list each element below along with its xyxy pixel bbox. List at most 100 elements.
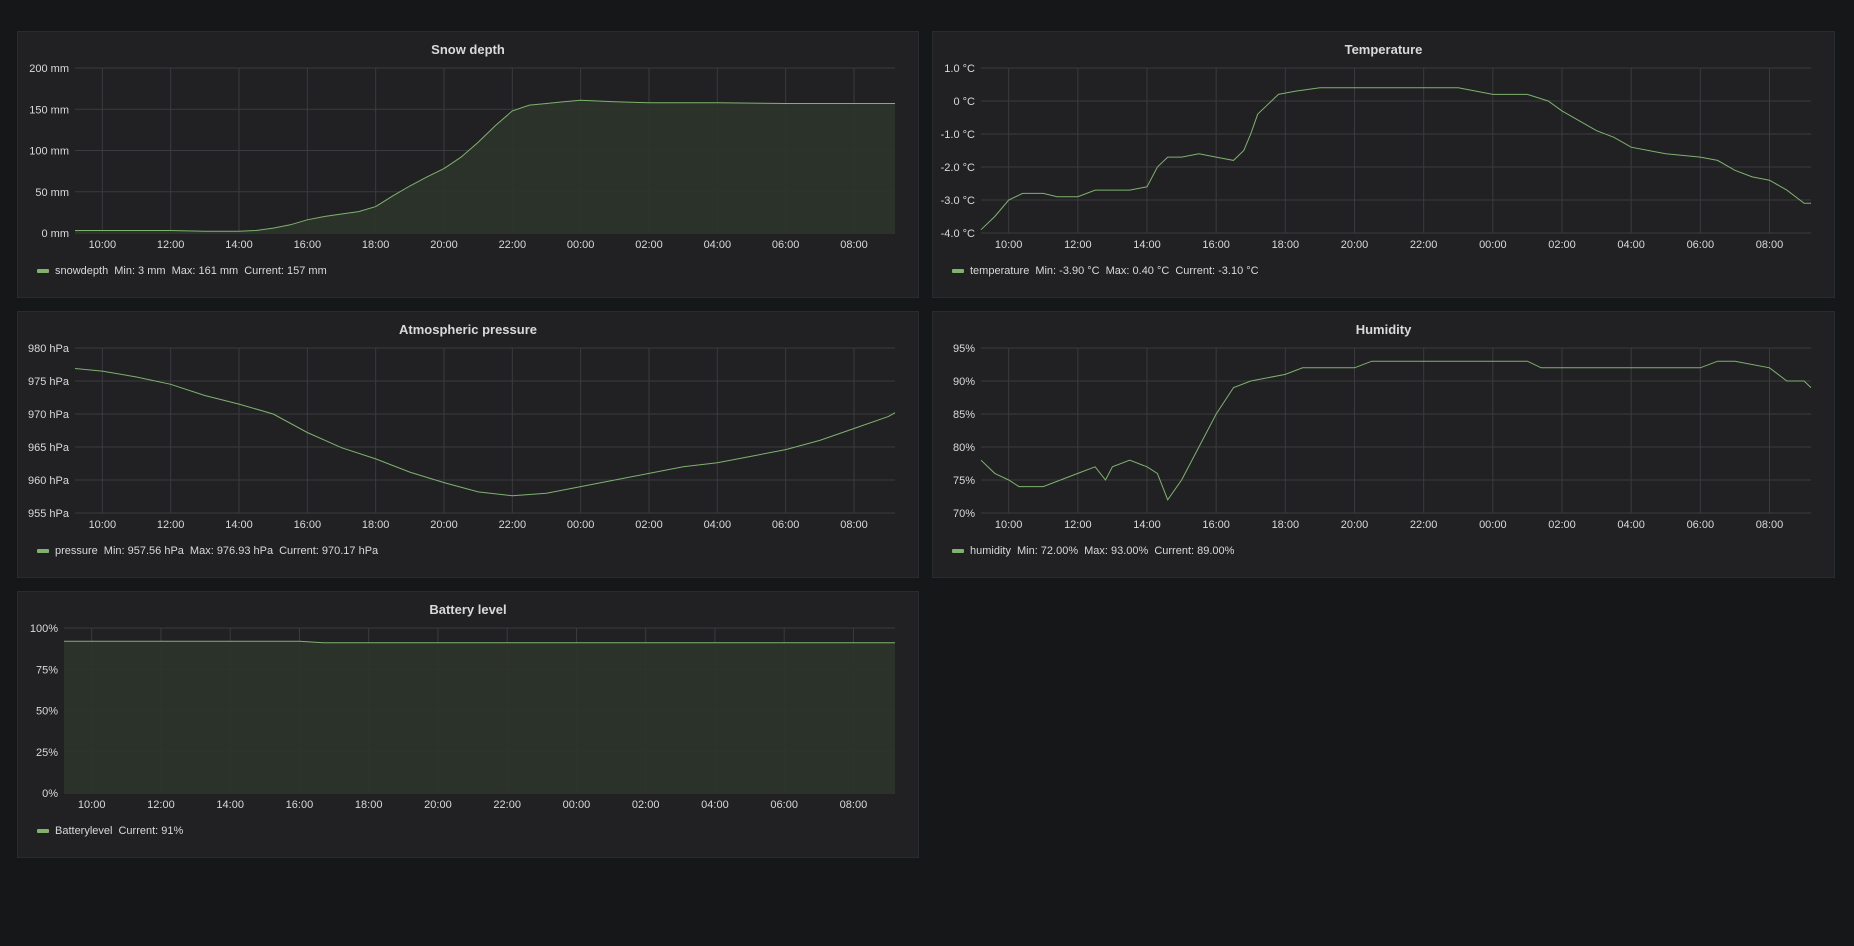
x-tick-label: 18:00 [1272, 239, 1300, 251]
series-line-humidity [980, 360, 1812, 501]
legend: pressure Min: 957.56 hPa Max: 976.93 hPa… [37, 545, 384, 557]
x-tick-label: 16:00 [294, 239, 322, 251]
y-tick-label: 70% [953, 508, 975, 520]
series-line-Batterylevel [64, 640, 895, 644]
chart-battery: 100% 75% 50% 25% 0% 10:00 12:00 14:00 16:00 18:00… [30, 623, 895, 811]
legend-series-name[interactable]: temperature [970, 265, 1030, 277]
legend-current: Current: -3.10 °C [1175, 265, 1259, 277]
x-tick-label: 06:00 [772, 239, 800, 251]
y-tick-label: 965 hPa [28, 442, 70, 454]
legend: snowdepth Min: 3 mm Max: 161 mm Current:… [37, 265, 333, 277]
y-tick-label: 1.0 °C [944, 63, 975, 75]
series-area-snowdepth [75, 100, 895, 233]
legend-swatch [37, 829, 49, 833]
legend-swatch [37, 269, 49, 273]
x-tick-label: 02:00 [635, 519, 663, 531]
panel-battery: Battery level 100% 75% 50% 25% 0% 10:00 12:00 1… [17, 591, 919, 858]
y-tick-label: 50 mm [35, 187, 69, 199]
x-tick-label: 02:00 [1548, 519, 1576, 531]
legend-swatch [37, 549, 49, 553]
x-tick-label: 14:00 [1133, 519, 1161, 531]
x-tick-label: 06:00 [770, 799, 798, 811]
y-tick-label: 95% [953, 343, 975, 355]
panel-title[interactable]: Atmospheric pressure [399, 322, 537, 337]
panel-title[interactable]: Battery level [429, 602, 507, 617]
panel-temperature: Temperature 1.0 °C 0 °C -1.0 °C -2.0 °C -3.0… [932, 31, 1835, 298]
panel-title[interactable]: Snow depth [431, 42, 505, 57]
x-tick-label: 12:00 [157, 239, 185, 251]
x-tick-label: 02:00 [632, 799, 660, 811]
y-tick-label: 75% [36, 664, 58, 676]
x-tick-label: 22:00 [499, 519, 527, 531]
legend-series-name[interactable]: humidity [970, 545, 1011, 557]
y-tick-label: 0% [42, 788, 58, 800]
y-tick-label: 0 mm [42, 228, 70, 240]
x-tick-label: 06:00 [1687, 519, 1715, 531]
x-tick-label: 04:00 [704, 239, 732, 251]
legend-current: Current: 89.00% [1154, 545, 1235, 557]
x-tick-label: 20:00 [424, 799, 452, 811]
x-tick-label: 20:00 [1341, 519, 1369, 531]
x-tick-label: 10:00 [995, 519, 1023, 531]
x-tick-label: 04:00 [704, 519, 732, 531]
legend-series-name[interactable]: Batterylevel [55, 825, 113, 837]
x-tick-label: 04:00 [1617, 519, 1645, 531]
x-tick-label: 08:00 [840, 519, 868, 531]
x-tick-label: 08:00 [1756, 239, 1784, 251]
x-tick-label: 08:00 [840, 239, 868, 251]
x-tick-label: 00:00 [567, 239, 595, 251]
x-tick-label: 00:00 [1479, 519, 1507, 531]
x-tick-label: 20:00 [430, 519, 458, 531]
x-tick-label: 22:00 [1410, 239, 1438, 251]
x-tick-label: 12:00 [1064, 519, 1092, 531]
series-line-snowdepth [75, 99, 895, 232]
series-line-temperature [980, 87, 1811, 231]
y-tick-label: -3.0 °C [941, 195, 975, 207]
legend-max: Max: 0.40 °C [1105, 265, 1170, 277]
y-tick-label: -4.0 °C [941, 228, 975, 240]
legend-min: Min: -3.90 °C [1035, 265, 1100, 277]
x-tick-label: 04:00 [1617, 239, 1645, 251]
x-tick-label: 18:00 [362, 239, 390, 251]
legend-series-name[interactable]: pressure [55, 545, 98, 557]
x-tick-label: 08:00 [1756, 519, 1784, 531]
y-tick-label: 50% [36, 706, 58, 718]
legend-min: Min: 957.56 hPa [103, 545, 184, 557]
x-tick-label: 18:00 [355, 799, 383, 811]
x-tick-label: 00:00 [567, 519, 595, 531]
y-tick-label: 25% [36, 747, 58, 759]
legend: humidity Min: 72.00% Max: 93.00% Current… [952, 545, 1240, 557]
x-tick-label: 12:00 [1064, 239, 1092, 251]
panel-title[interactable]: Temperature [1344, 42, 1423, 57]
x-tick-label: 20:00 [430, 239, 458, 251]
series-area-Batterylevel [64, 641, 895, 793]
y-tick-label: 100% [30, 623, 58, 635]
legend-min: Min: 72.00% [1016, 545, 1079, 557]
panel-title[interactable]: Humidity [1355, 322, 1412, 337]
y-tick-label: 970 hPa [28, 409, 70, 421]
legend-max: Max: 93.00% [1084, 545, 1149, 557]
x-tick-label: 06:00 [1687, 239, 1715, 251]
y-tick-label: -1.0 °C [941, 129, 975, 141]
legend-max: Max: 976.93 hPa [189, 545, 274, 557]
legend-current: Current: 157 mm [244, 265, 327, 277]
legend-swatch [952, 269, 964, 273]
x-tick-label: 22:00 [499, 239, 527, 251]
y-tick-label: 955 hPa [28, 508, 70, 520]
y-tick-label: 150 mm [29, 104, 69, 116]
legend-series-name[interactable]: snowdepth [55, 265, 109, 277]
x-tick-label: 08:00 [840, 799, 868, 811]
legend: temperature Min: -3.90 °C Max: 0.40 °C C… [952, 265, 1265, 277]
x-tick-label: 16:00 [1202, 519, 1230, 531]
legend-current: Current: 970.17 hPa [279, 545, 379, 557]
legend-min: Min: 3 mm [114, 265, 166, 277]
y-tick-label: 200 mm [29, 63, 69, 75]
x-tick-label: 12:00 [157, 519, 185, 531]
series-line-pressure [74, 368, 896, 497]
x-tick-label: 14:00 [225, 519, 253, 531]
x-tick-label: 14:00 [1133, 239, 1161, 251]
x-tick-label: 18:00 [362, 519, 390, 531]
x-tick-label: 02:00 [1548, 239, 1576, 251]
x-tick-label: 06:00 [772, 519, 800, 531]
y-tick-label: 75% [953, 475, 975, 487]
